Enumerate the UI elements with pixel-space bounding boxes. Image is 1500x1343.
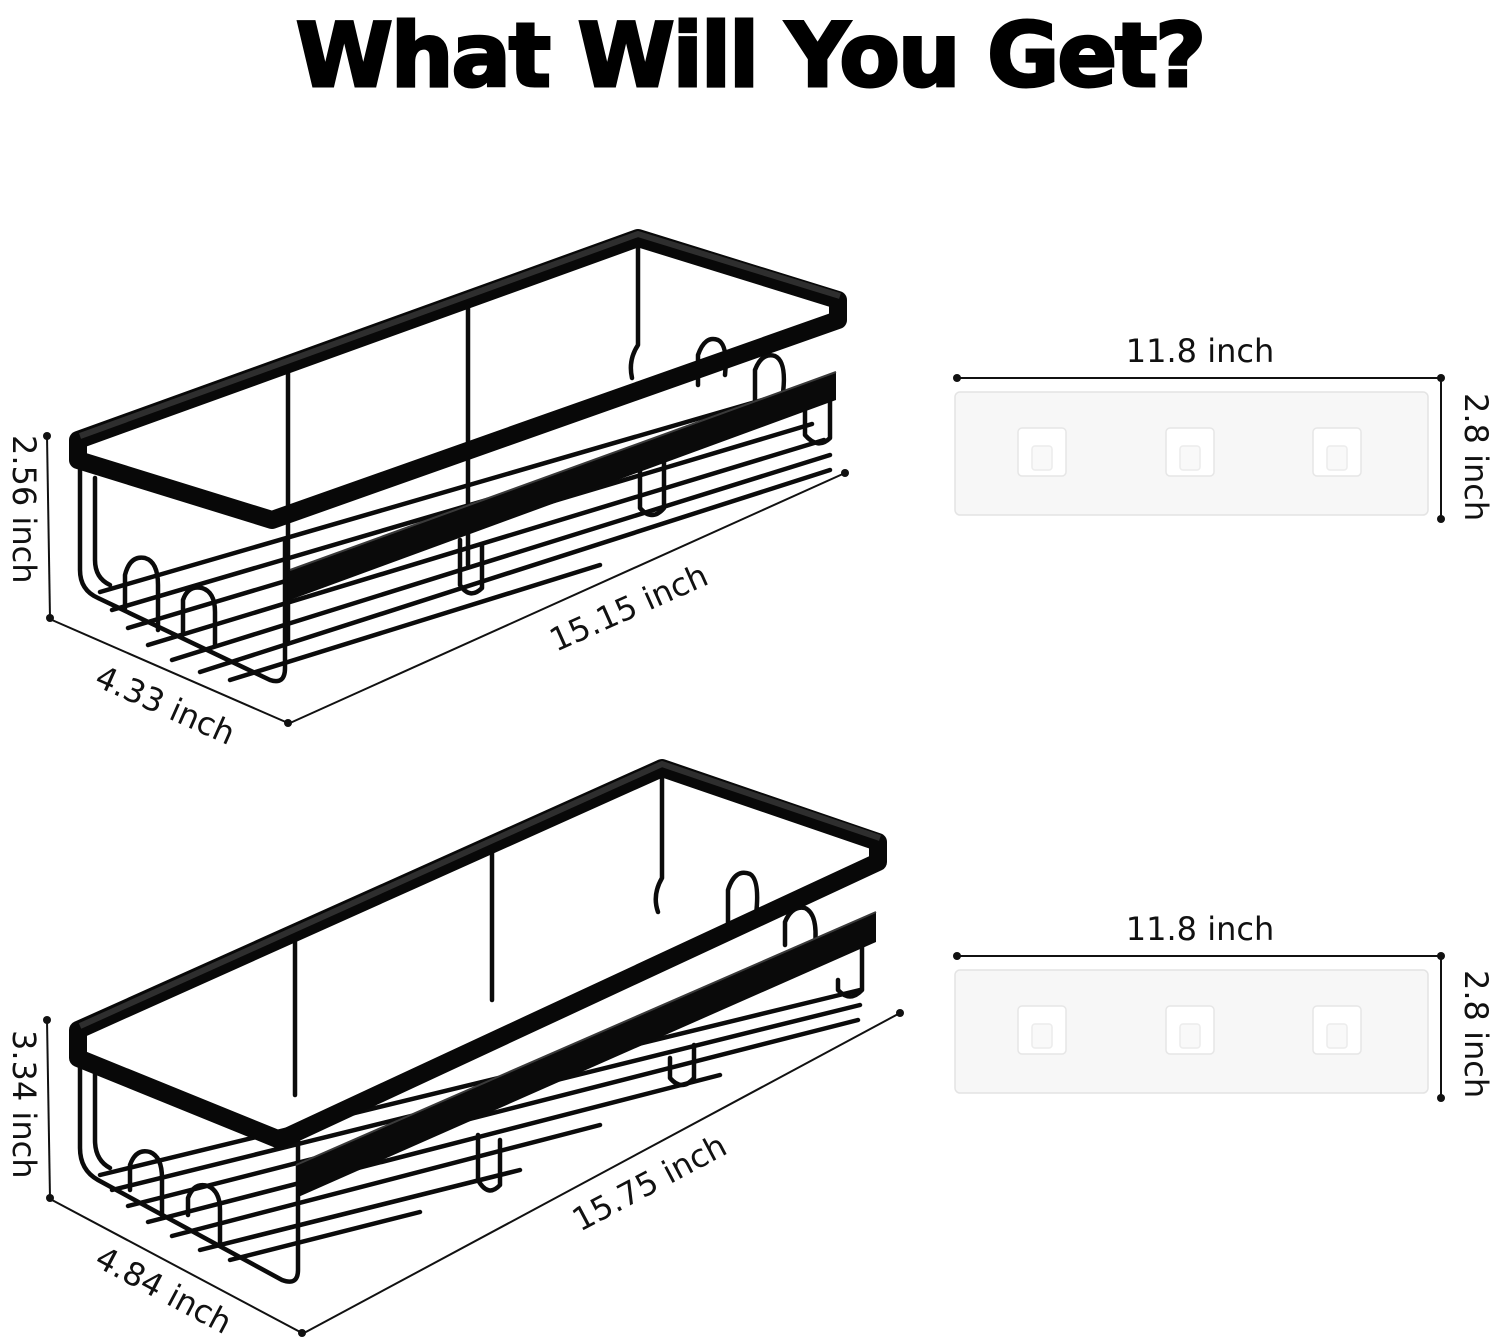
basket-bottom-length-label: 15.75 inch — [566, 1126, 733, 1239]
adhesive-strip-bottom-height-label: 2.8 inch — [1457, 970, 1495, 1098]
hook-icon — [1312, 1005, 1362, 1055]
basket-bottom-depth-label: 4.84 inch — [89, 1239, 238, 1342]
adhesive-strip-top — [954, 391, 1429, 516]
hook-icon — [1165, 427, 1215, 477]
basket-bottom-height-label: 3.34 inch — [5, 1030, 43, 1178]
hook-icon — [1017, 1005, 1067, 1055]
adhesive-strip-top-height-label: 2.8 inch — [1457, 393, 1495, 521]
page-title: What Will You Get? — [294, 3, 1207, 109]
adhesive-strip-top-width-label: 11.8 inch — [1126, 332, 1274, 370]
adhesive-strip-bottom-width-label: 11.8 inch — [1126, 910, 1274, 948]
adhesive-strip-top-dimensions — [953, 374, 1445, 523]
adhesive-strip-bottom — [954, 969, 1429, 1094]
shower-caddy-basket-bottom — [69, 759, 887, 1284]
basket-top-depth-label: 4.33 inch — [90, 658, 241, 753]
hook-icon — [1017, 427, 1067, 477]
basket-bottom-dimensions — [43, 1009, 904, 1337]
adhesive-strip-bottom-dimensions — [953, 952, 1445, 1102]
basket-top-dimensions — [43, 432, 849, 727]
basket-top-height-label: 2.56 inch — [5, 435, 43, 583]
shower-caddy-basket-top — [69, 229, 847, 684]
hook-icon — [1165, 1005, 1215, 1055]
hook-icon — [1312, 427, 1362, 477]
